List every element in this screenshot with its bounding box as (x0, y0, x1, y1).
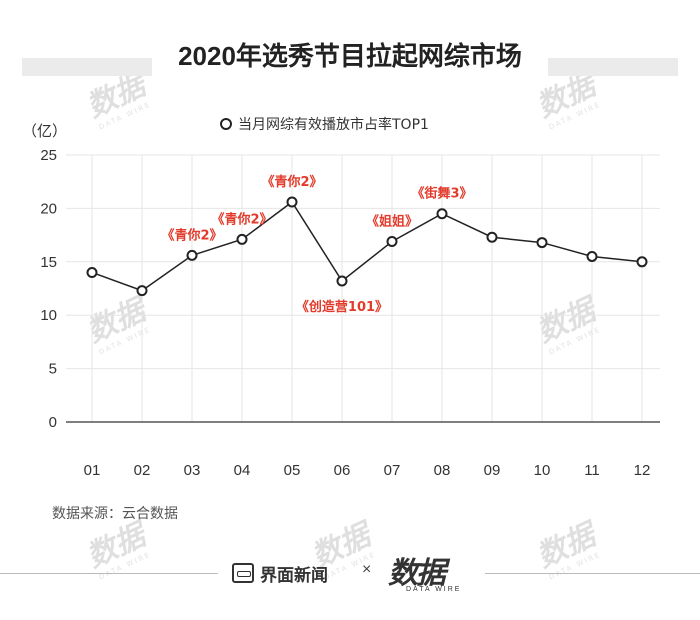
data-point (186, 249, 198, 261)
jiemian-logo-icon (232, 563, 254, 583)
data-point (86, 266, 98, 278)
legend-marker (220, 118, 232, 130)
y-tick-label: 15 (40, 254, 57, 271)
series-line (91, 200, 643, 292)
data-point (536, 237, 548, 249)
legend-label: 当月网综有效播放市占率TOP1 (238, 116, 429, 133)
title-area: 2020年选秀节目拉起网综市场 (0, 30, 700, 78)
jiemian-brand-text: 界面新闻 (260, 565, 328, 585)
y-tick-label: 20 (40, 200, 57, 217)
footer-brand-datawire: 数据 DATA WIRE (388, 548, 478, 598)
data-point (136, 285, 148, 297)
x-tick-label: 09 (484, 462, 501, 479)
data-point (236, 233, 248, 245)
title-decoration-right (548, 58, 678, 76)
data-point (586, 250, 598, 262)
x-tick-label: 12 (634, 462, 651, 479)
y-tick-label: 25 (40, 147, 57, 164)
annotation-label: 《姐姐》 (366, 214, 418, 230)
datawire-logo-sub: DATA WIRE (406, 586, 462, 593)
x-tick-label: 02 (134, 462, 151, 479)
footer-divider-right (485, 573, 700, 574)
data-point (286, 196, 298, 208)
data-source: 数据来源：云合数据 (52, 505, 178, 521)
footer-brand-jiemian: 界面新闻 (232, 560, 328, 586)
y-tick-label: 5 (49, 361, 57, 378)
data-point (486, 231, 498, 243)
x-tick-label: 03 (184, 462, 201, 479)
x-tick-label: 07 (384, 462, 401, 479)
data-point (336, 275, 348, 287)
chart-title: 2020年选秀节目拉起网综市场 (178, 41, 522, 71)
data-point (386, 236, 398, 248)
title-decoration-left (22, 58, 152, 76)
data-point (436, 208, 448, 220)
x-tick-label: 11 (584, 462, 600, 479)
x-tick-label: 05 (284, 462, 301, 479)
x-tick-label: 04 (234, 462, 251, 479)
y-tick-label: 10 (40, 307, 57, 324)
x-tick-label: 08 (434, 462, 451, 479)
y-tick-label: 0 (49, 414, 57, 431)
x-tick-label: 10 (534, 462, 551, 479)
annotation-label: 《青你2》 (161, 227, 222, 243)
y-axis-label: （亿） (22, 122, 67, 140)
data-point (636, 256, 648, 268)
datawire-logo-text: 数据 (388, 557, 446, 590)
x-tick-label: 01 (84, 462, 101, 479)
annotation-label: 《创造营101》 (296, 299, 388, 315)
footer-divider-left (0, 573, 218, 574)
annotation-label: 《街舞3》 (411, 186, 472, 202)
footer-separator: × (362, 561, 372, 578)
annotation-label: 《青你2》 (261, 174, 322, 190)
annotation-label: 《青你2》 (211, 211, 272, 227)
x-tick-label: 06 (334, 462, 351, 479)
